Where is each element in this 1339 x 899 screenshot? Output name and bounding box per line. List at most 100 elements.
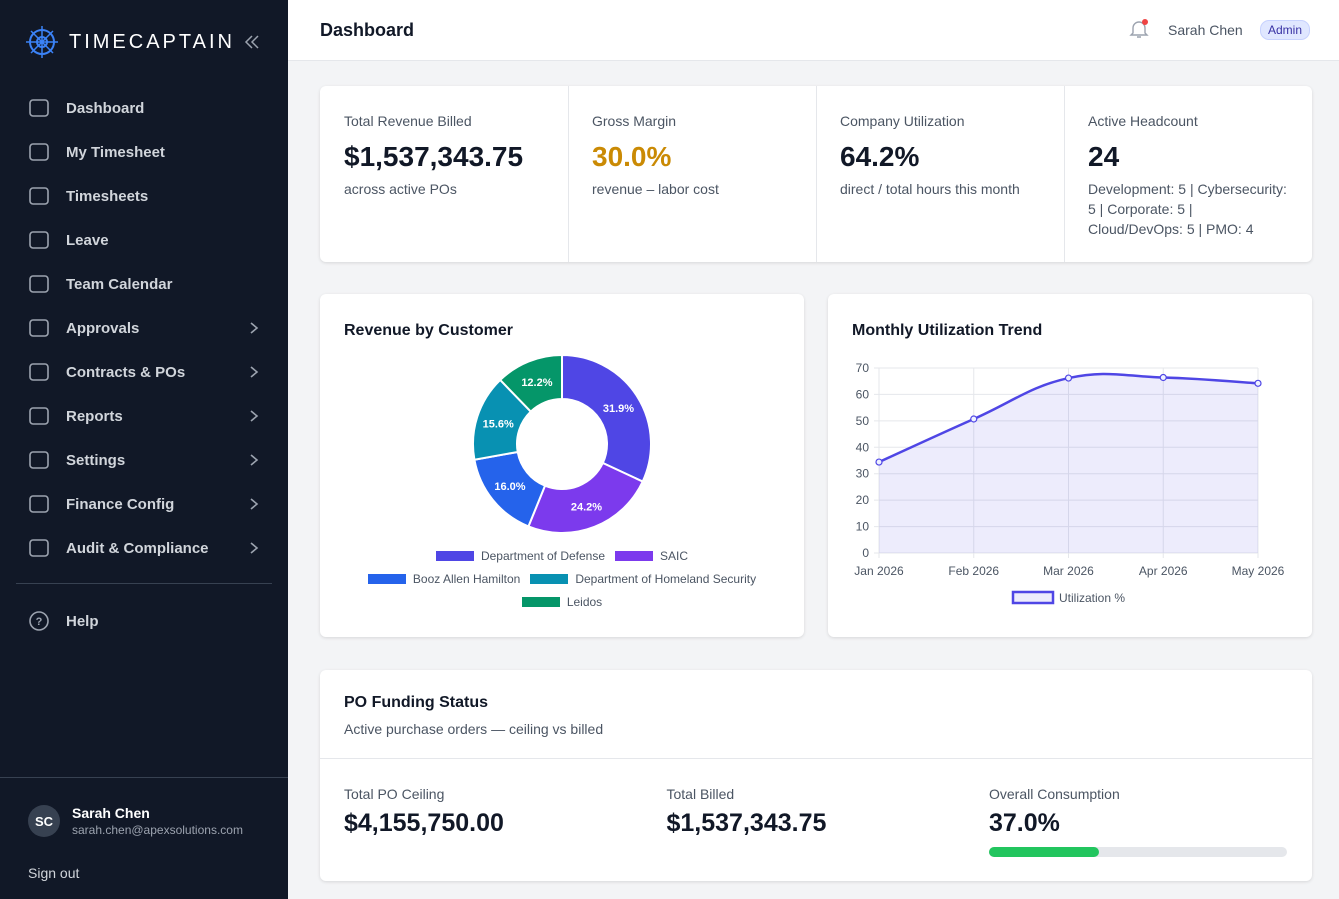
legend-item: SAIC <box>615 545 688 567</box>
stat-value: $4,155,750.00 <box>344 809 504 837</box>
nav-label: Settings <box>66 451 126 469</box>
nav-icon <box>29 319 49 337</box>
legend-label: Department of Defense <box>480 549 606 563</box>
nav-item[interactable]: Approvals <box>28 313 260 343</box>
nav-item[interactable]: My Timesheet <box>28 137 260 167</box>
legend-item: Department of Homeland Security <box>530 568 756 590</box>
stat-value: 37.0% <box>989 809 1060 837</box>
nav-label: Approvals <box>66 319 140 337</box>
legend: Department of Defense SAIC Booz Allen Hami… <box>350 545 774 614</box>
nav-label: Reports <box>66 407 123 425</box>
chevron-shape <box>250 498 259 510</box>
nav-item[interactable]: Contracts & POs <box>28 357 260 387</box>
progress-track <box>989 847 1287 857</box>
nav-item[interactable]: Reports <box>28 401 260 431</box>
help-label: Help <box>66 612 99 630</box>
icon-shape <box>29 187 49 205</box>
nav-icon <box>29 143 49 161</box>
chart-title: Monthly Utilization Trend <box>852 322 1043 339</box>
chart-card: Monthly Utilization Trend <box>828 294 1312 637</box>
legend-swatch <box>615 551 654 561</box>
chevron-shape <box>250 454 259 466</box>
nav-label: Timesheets <box>66 187 149 205</box>
help-icon: ? <box>29 611 49 631</box>
legend-swatch <box>521 597 560 607</box>
nav-item[interactable]: Team Calendar <box>28 269 260 299</box>
icon-shape <box>29 99 49 117</box>
nav-label: Finance Config <box>66 495 175 513</box>
brand: TIMECAPTAIN <box>69 31 235 53</box>
header-user: Sarah Chen <box>1168 22 1243 38</box>
icon-shape <box>29 143 49 161</box>
icon-shape <box>29 407 49 425</box>
legend-label: Leidos <box>566 595 603 609</box>
nav-icon <box>29 539 49 557</box>
divider <box>816 86 817 262</box>
po-card: PO Funding Status Active purchase orders… <box>320 670 1312 881</box>
divider <box>568 86 569 262</box>
kpi-value: 64.2% <box>840 141 920 172</box>
nav-icon <box>29 187 49 205</box>
page-title: Dashboard <box>320 20 415 40</box>
icon-shape <box>29 231 49 249</box>
user-email: sarah.chen@apexsolutions.com <box>72 823 243 837</box>
chevron-shape <box>250 322 259 334</box>
nav-item[interactable]: Settings <box>28 445 260 475</box>
stat-label: Total Billed <box>666 786 735 802</box>
legend-item: Leidos <box>521 591 603 613</box>
stat-label: Overall Consumption <box>989 786 1120 802</box>
bell[interactable] <box>1128 18 1150 40</box>
kpi-label: Total Revenue Billed <box>344 113 472 129</box>
kpi-sub: across active POs <box>344 181 457 197</box>
legend-item: Department of Defense <box>435 545 606 567</box>
icon-shape <box>29 319 49 337</box>
kpi-label: Active Headcount <box>1088 113 1198 129</box>
divider <box>1064 86 1065 262</box>
stat-label: Total PO Ceiling <box>344 786 445 802</box>
kpi-sub: revenue – labor cost <box>592 181 719 197</box>
chart-title: Revenue by Customer <box>344 322 513 339</box>
nav-item[interactable]: Timesheets <box>28 181 260 211</box>
nav-item[interactable]: Audit & Compliance <box>28 533 260 563</box>
icon-shape <box>29 363 49 381</box>
chevron-shape <box>250 366 259 378</box>
sign-out[interactable]: Sign out <box>28 865 80 881</box>
help-link[interactable]: ? Help <box>28 606 260 636</box>
divider <box>320 758 1312 759</box>
chevron <box>250 366 259 378</box>
role-badge: Admin <box>1260 20 1311 40</box>
divider <box>16 583 272 584</box>
kpi-sub: Development: 5 | Cybersecurity: 5 | Corp… <box>1088 181 1287 237</box>
nav-icon <box>29 231 49 249</box>
stat-value: $1,537,343.75 <box>666 809 827 837</box>
nav-icon <box>29 99 49 117</box>
divider <box>0 777 288 778</box>
avatar: SC <box>28 805 60 837</box>
svg-text:?: ? <box>36 616 43 628</box>
po-subtitle: Active purchase orders — ceiling vs bill… <box>344 721 604 737</box>
nav-label: Audit & Compliance <box>66 539 209 557</box>
nav-icon <box>29 495 49 513</box>
nav-label: My Timesheet <box>66 143 165 161</box>
legend-swatch <box>367 574 406 584</box>
legend-swatch <box>530 574 569 584</box>
nav-label: Contracts & POs <box>66 363 186 381</box>
nav-item[interactable]: Leave <box>28 225 260 255</box>
icon-shape <box>29 451 49 469</box>
nav-item[interactable]: Dashboard <box>28 93 260 123</box>
nav-label: Team Calendar <box>66 275 173 293</box>
logo <box>26 26 259 58</box>
nav-item[interactable]: Finance Config <box>28 489 260 519</box>
icon-shape <box>29 275 49 293</box>
chevron <box>250 454 259 466</box>
legend-swatch <box>435 551 474 561</box>
nav-icon <box>29 275 49 293</box>
kpi-value: $1,537,343.75 <box>344 141 524 172</box>
kpi-value: 24 <box>1088 141 1120 172</box>
nav-icon <box>29 407 49 425</box>
po-title: PO Funding Status <box>344 694 488 711</box>
legend-item: Booz Allen Hamilton <box>367 568 520 590</box>
user-name: Sarah Chen <box>72 805 150 821</box>
